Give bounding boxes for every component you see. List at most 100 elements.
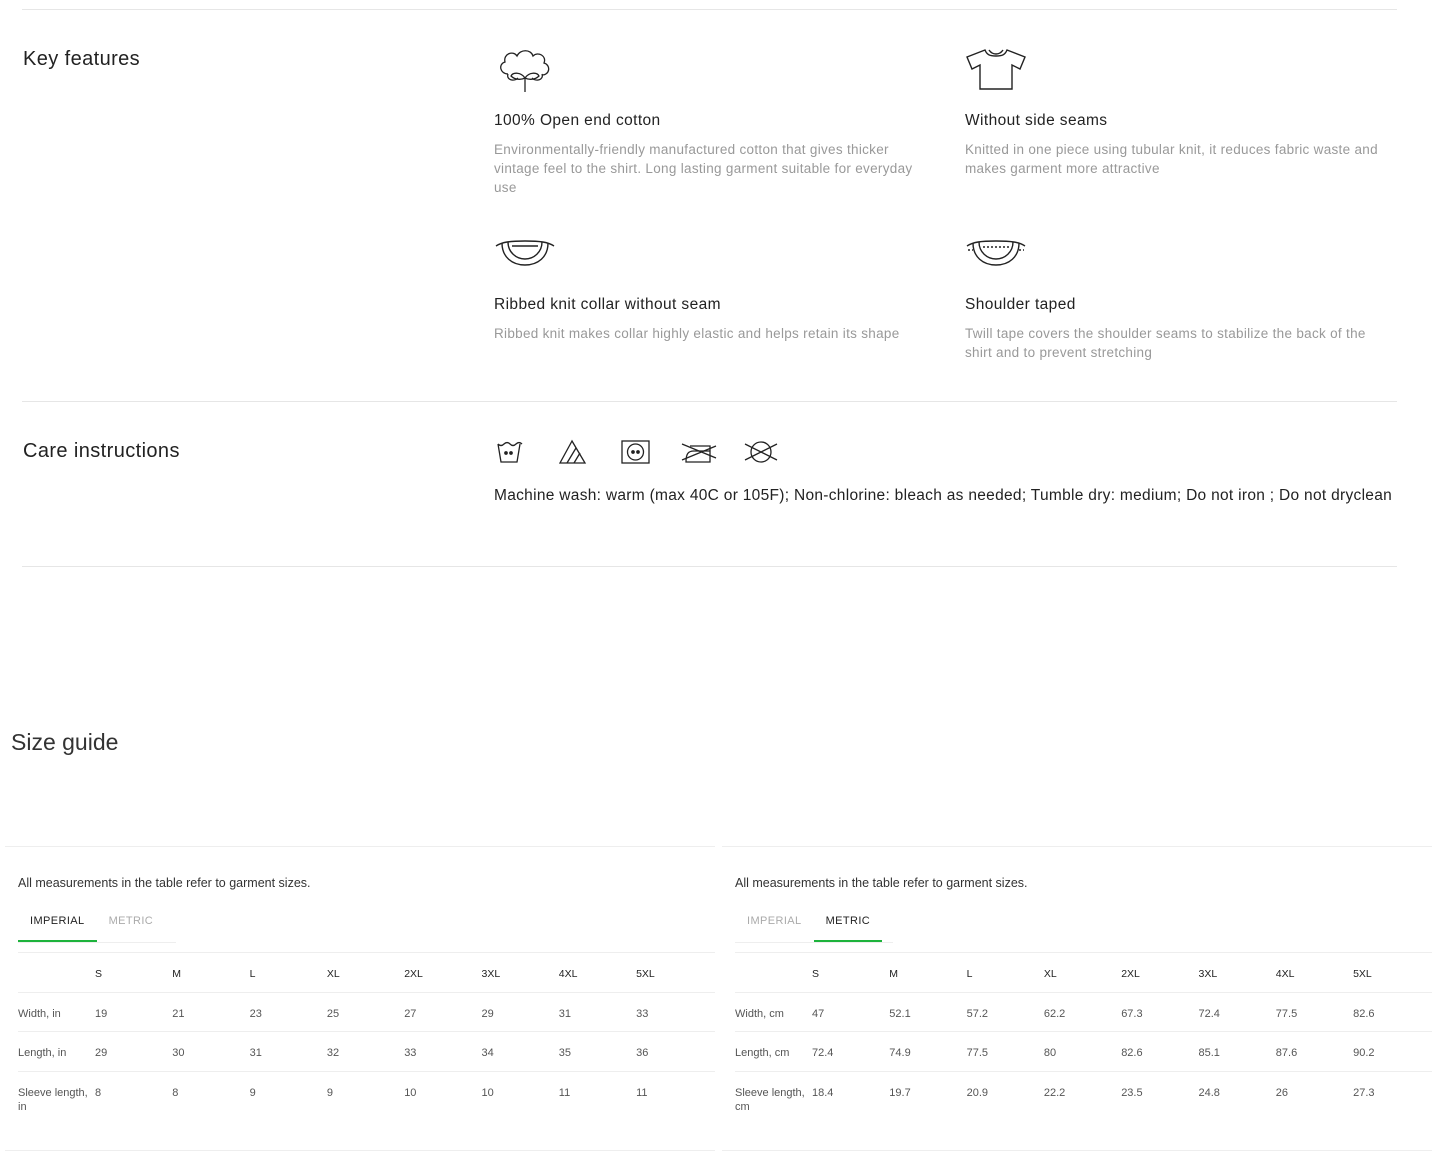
unit-tabs: IMPERIAL METRIC <box>735 909 893 943</box>
measurement-cell: 8 <box>95 1086 102 1099</box>
feature-collar: Ribbed knit collar without seam Ribbed k… <box>494 228 924 343</box>
measurement-cell: 85.1 <box>1198 1047 1220 1059</box>
divider <box>22 566 1397 567</box>
size-header: XL <box>1043 968 1057 980</box>
row-label: Sleeve length, in <box>18 1086 88 1113</box>
tab-metric[interactable]: METRIC <box>813 909 883 942</box>
measurement-cell: 72.4 <box>1198 1007 1220 1020</box>
size-guide-title: Size guide <box>11 729 119 755</box>
feature-title: Without side seams <box>965 112 1108 129</box>
do-not-iron-icon <box>681 443 717 463</box>
size-table: S M L XL 2XL 3XL 4XL 5XL Width, in 19 21 23 25 27 29 31… <box>18 952 715 1113</box>
feature-description: Environmentally-friendly manufactured co… <box>494 142 913 195</box>
measurements-note: All measurements in the table refer to g… <box>18 876 311 890</box>
table-row: Sleeve length, cm 18.4 19.7 20.9 22.2 23.5 24.… <box>735 1072 1432 1113</box>
care-instructions-title: Care instructions <box>23 440 180 462</box>
measurement-cell: 23.5 <box>1121 1086 1143 1099</box>
feature-cotton: 100% Open end cotton Environmentally-fri… <box>494 44 924 197</box>
machine-wash-warm-icon <box>497 441 523 463</box>
tshirt-icon <box>966 49 1026 90</box>
table-row: Width, in 19 21 23 25 27 29 31 33 <box>18 993 715 1032</box>
size-header: 2XL <box>404 968 423 980</box>
measurement-cell: 33 <box>636 1007 649 1020</box>
measurement-cell: 30 <box>172 1047 185 1059</box>
measurement-cell: 33 <box>404 1047 417 1059</box>
size-header: L <box>966 968 973 980</box>
table-row: Length, cm 72.4 74.9 77.5 80 82.6 85.1 87.6 90.2 <box>735 1032 1432 1072</box>
feature-title: 100% Open end cotton <box>494 112 661 129</box>
size-header: 3XL <box>481 968 501 980</box>
measurement-cell: 82.6 <box>1121 1047 1143 1059</box>
feature-description: Knitted in one piece using tubular knit,… <box>965 142 1378 176</box>
measurement-cell: 29 <box>95 1047 108 1059</box>
measurement-cell: 62.2 <box>1043 1007 1066 1020</box>
feature-title: Shoulder taped <box>965 296 1076 313</box>
row-label: Length, cm <box>735 1047 790 1059</box>
unit-tabs: IMPERIAL METRIC <box>18 909 176 943</box>
measurement-cell: 32 <box>326 1047 340 1059</box>
measurement-cell: 77.5 <box>966 1047 989 1059</box>
size-header: 5XL <box>636 968 655 980</box>
size-header: 5XL <box>1353 968 1372 980</box>
measurement-cell: 27.3 <box>1353 1086 1375 1099</box>
measurement-cell: 74.9 <box>889 1047 911 1059</box>
size-header: 4XL <box>558 968 578 980</box>
measurement-cell: 90.2 <box>1353 1047 1375 1059</box>
cotton-icon <box>500 50 550 92</box>
measurement-cell: 36 <box>636 1047 649 1059</box>
care-icons <box>494 438 780 466</box>
shoulder-tape-icon <box>966 240 1026 266</box>
measurement-cell: 8 <box>172 1086 179 1099</box>
do-not-dryclean-icon <box>744 441 778 463</box>
non-chlorine-bleach-icon <box>558 439 587 464</box>
row-label: Width, cm <box>735 1007 784 1020</box>
feature-description: Ribbed knit makes collar highly elastic … <box>494 326 900 341</box>
measurement-cell: 23 <box>249 1007 262 1020</box>
measurement-cell: 34 <box>481 1047 494 1059</box>
measurement-cell: 67.3 <box>1121 1007 1143 1020</box>
measurement-cell: 10 <box>481 1086 494 1099</box>
measurements-note: All measurements in the table refer to g… <box>735 876 1028 890</box>
size-header: M <box>172 968 182 980</box>
tab-metric[interactable]: METRIC <box>108 915 154 927</box>
measurement-cell: 11 <box>636 1086 648 1099</box>
measurement-cell: 19 <box>95 1007 108 1020</box>
size-header: M <box>889 968 899 980</box>
tab-imperial[interactable]: IMPERIAL <box>747 915 802 927</box>
measurement-cell: 11 <box>558 1086 571 1099</box>
size-header: S <box>95 968 103 980</box>
key-features-title: Key features <box>23 48 141 70</box>
row-label: Length, in <box>18 1047 67 1059</box>
row-label: Sleeve length, cm <box>735 1086 805 1113</box>
table-header-row: S M L XL 2XL 3XL 4XL 5XL <box>18 953 715 993</box>
measurement-cell: 57.2 <box>966 1007 989 1020</box>
measurement-cell: 24.8 <box>1198 1086 1220 1099</box>
measurement-cell: 25 <box>326 1007 340 1020</box>
table-row: Sleeve length, in 8 8 9 9 10 10 11 11 <box>18 1072 715 1113</box>
table-header-row: S M L XL 2XL 3XL 4XL 5XL <box>735 953 1432 993</box>
divider <box>22 9 1397 10</box>
measurement-cell: 9 <box>249 1086 256 1099</box>
feature-shoulder-taped: Shoulder taped Twill tape covers the sho… <box>965 228 1395 362</box>
tumble-dry-medium-icon <box>621 440 650 464</box>
measurement-cell: 22.2 <box>1043 1086 1066 1099</box>
size-table: S M L XL 2XL 3XL 4XL 5XL Width, cm 47 52.1 57.2 62.2… <box>735 952 1432 1113</box>
feature-side-seams: Without side seams Knitted in one piece … <box>965 44 1395 178</box>
size-header: 4XL <box>1275 968 1295 980</box>
measurement-cell: 80 <box>1043 1047 1057 1059</box>
size-header: S <box>812 968 820 980</box>
size-header: 2XL <box>1121 968 1140 980</box>
measurement-cell: 31 <box>558 1007 572 1020</box>
collar-icon <box>495 240 555 266</box>
measurement-cell: 47 <box>812 1007 825 1020</box>
measurement-cell: 29 <box>481 1007 494 1020</box>
measurement-cell: 27 <box>404 1007 417 1020</box>
measurement-cell: 18.4 <box>812 1086 834 1099</box>
measurement-cell: 19.7 <box>889 1086 911 1099</box>
row-label: Width, in <box>18 1007 61 1020</box>
table-row: Width, cm 47 52.1 57.2 62.2 67.3 72.4 77.5 82.6 <box>735 993 1432 1032</box>
size-header: L <box>249 968 256 980</box>
measurement-cell: 35 <box>558 1047 572 1059</box>
tab-imperial[interactable]: IMPERIAL <box>18 909 97 942</box>
divider <box>22 401 1397 402</box>
